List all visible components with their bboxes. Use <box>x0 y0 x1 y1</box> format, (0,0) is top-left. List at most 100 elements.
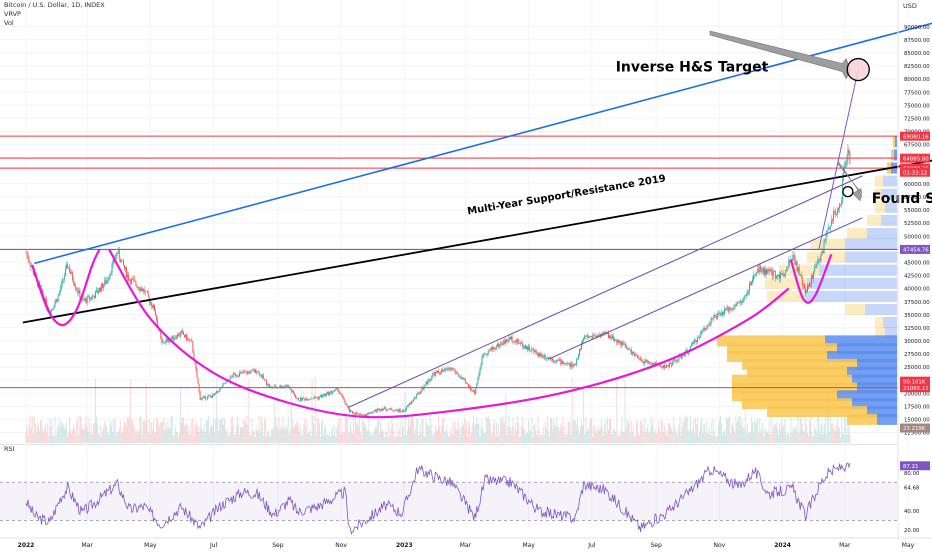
volume-bar <box>448 436 450 443</box>
volume-bar <box>808 436 809 443</box>
volume-bar <box>112 431 114 443</box>
candle-body <box>577 355 579 360</box>
volume-bar <box>558 425 560 443</box>
volume-bar <box>33 416 35 443</box>
candle-body <box>501 343 503 344</box>
volume-bar <box>804 418 806 443</box>
volume-bar <box>286 427 288 443</box>
candle-body <box>339 392 341 394</box>
volume-bar <box>239 434 240 443</box>
candle-body <box>346 405 348 407</box>
candle-body <box>769 269 771 272</box>
candle-body <box>78 290 80 294</box>
candle-body <box>122 259 124 266</box>
volume-bar <box>534 423 536 443</box>
volume-bar <box>134 426 136 443</box>
volume-bar <box>269 435 271 443</box>
volume-bar <box>53 436 55 443</box>
volume-bar <box>299 431 301 443</box>
candle-body <box>130 279 132 284</box>
candle-body <box>30 266 32 267</box>
volume-bar <box>309 431 311 443</box>
candle-body <box>166 338 168 341</box>
candle-body <box>308 399 310 400</box>
volume-bar <box>609 419 610 443</box>
volume-bar <box>250 435 252 443</box>
candle-body <box>683 355 685 357</box>
volume-bar <box>30 427 32 443</box>
volume-bar <box>528 420 530 443</box>
volume-bar <box>708 427 710 443</box>
volume-bar <box>486 417 488 443</box>
candle-body <box>205 398 207 400</box>
candle-body <box>813 271 815 279</box>
candle-body <box>544 355 546 359</box>
volume-bar <box>261 421 263 443</box>
volume-bar <box>104 420 106 443</box>
volume-bar <box>825 434 827 443</box>
volume-bar <box>64 428 66 443</box>
volume-bar <box>60 421 62 443</box>
candle-body <box>780 273 781 279</box>
volume-bar <box>660 419 662 443</box>
candle-body <box>151 306 153 308</box>
volume-bar <box>669 422 671 443</box>
volume-bar <box>242 426 244 443</box>
volume-bar <box>557 426 559 443</box>
candle-body <box>479 368 481 375</box>
volume-bar <box>222 425 224 443</box>
volume-bar <box>752 421 753 443</box>
candle-body <box>375 409 377 412</box>
volume-bar <box>352 433 353 443</box>
indicator-vol-label[interactable]: Vol <box>4 19 14 27</box>
volume-bar <box>665 435 666 443</box>
candle-body <box>211 396 212 398</box>
volume-bar <box>438 415 439 443</box>
time-tick-label: May <box>144 542 157 549</box>
candle-body <box>658 364 660 366</box>
volume-bar <box>571 377 573 443</box>
volume-bar <box>520 425 522 443</box>
volume-bar <box>440 432 442 443</box>
volume-profile-up <box>877 413 897 425</box>
candle-body <box>118 250 120 259</box>
volume-bar <box>220 419 222 443</box>
volume-bar <box>280 425 282 443</box>
candle-body <box>798 267 800 276</box>
candle-body <box>96 290 97 292</box>
volume-bar <box>790 415 792 443</box>
volume-bar <box>430 424 432 443</box>
volume-bar <box>400 436 402 443</box>
candle-body <box>640 358 642 360</box>
candle-body <box>217 390 219 392</box>
volume-bar <box>788 433 790 443</box>
volume-bar <box>630 421 632 443</box>
volume-bar <box>544 421 546 443</box>
rsi-pane-label[interactable]: RSI <box>4 445 15 453</box>
volume-bar <box>488 419 490 443</box>
volume-bar <box>620 430 622 443</box>
candle-body <box>821 251 823 256</box>
candle-body <box>545 358 547 359</box>
volume-bar <box>416 419 418 443</box>
volume-bar <box>364 423 366 443</box>
candle-body <box>677 359 679 362</box>
indicator-vrvp-label[interactable]: VRVP <box>4 10 21 18</box>
volume-bar <box>510 430 512 443</box>
volume-bar <box>823 424 825 443</box>
candle-body <box>826 230 828 234</box>
candle-body <box>258 371 260 376</box>
volume-bar <box>257 429 259 443</box>
volume-profile-down <box>893 136 895 148</box>
candle-body <box>647 361 649 363</box>
candle-body <box>110 272 112 274</box>
volume-bar <box>108 435 110 443</box>
candle-body <box>768 269 770 272</box>
candle-body <box>397 410 399 412</box>
volume-bar <box>211 424 212 443</box>
candle-body <box>127 274 129 278</box>
volume-bar <box>357 421 359 443</box>
candle-body <box>457 373 459 377</box>
